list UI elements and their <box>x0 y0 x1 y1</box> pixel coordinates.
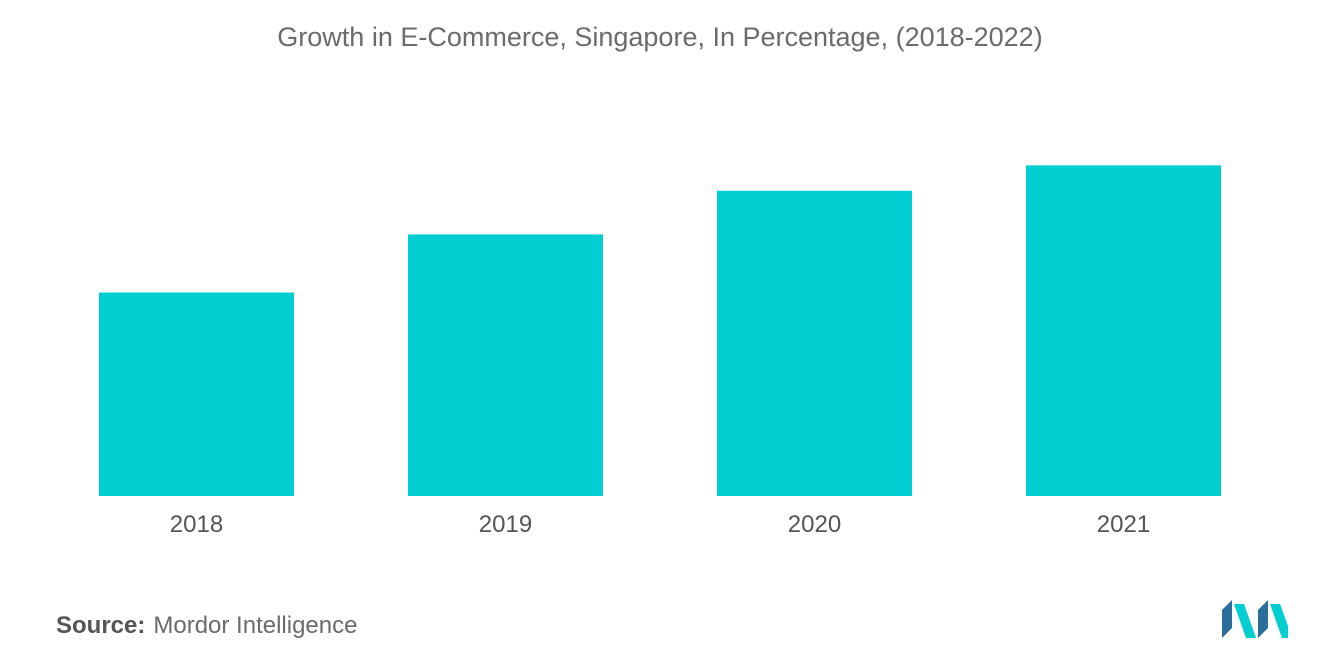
chart-title: Growth in E-Commerce, Singapore, In Perc… <box>277 22 1043 52</box>
bar-2018 <box>99 292 294 496</box>
bar-2020 <box>717 190 912 497</box>
source-label: Source: <box>56 612 146 639</box>
bar-2019 <box>408 234 603 496</box>
bar-chart: 2018 2019 2020 2021 <box>99 165 1221 538</box>
bar-2021 <box>1026 165 1221 496</box>
mordor-intelligence-logo-icon <box>1222 600 1288 638</box>
x-tick-label-2021: 2021 <box>1097 511 1150 538</box>
x-tick-label-2018: 2018 <box>170 511 223 538</box>
source-text: Mordor Intelligence <box>153 612 358 639</box>
source-line: Source: Mordor Intelligence <box>56 612 357 640</box>
x-tick-label-2019: 2019 <box>479 511 532 538</box>
x-tick-label-2020: 2020 <box>788 511 841 538</box>
